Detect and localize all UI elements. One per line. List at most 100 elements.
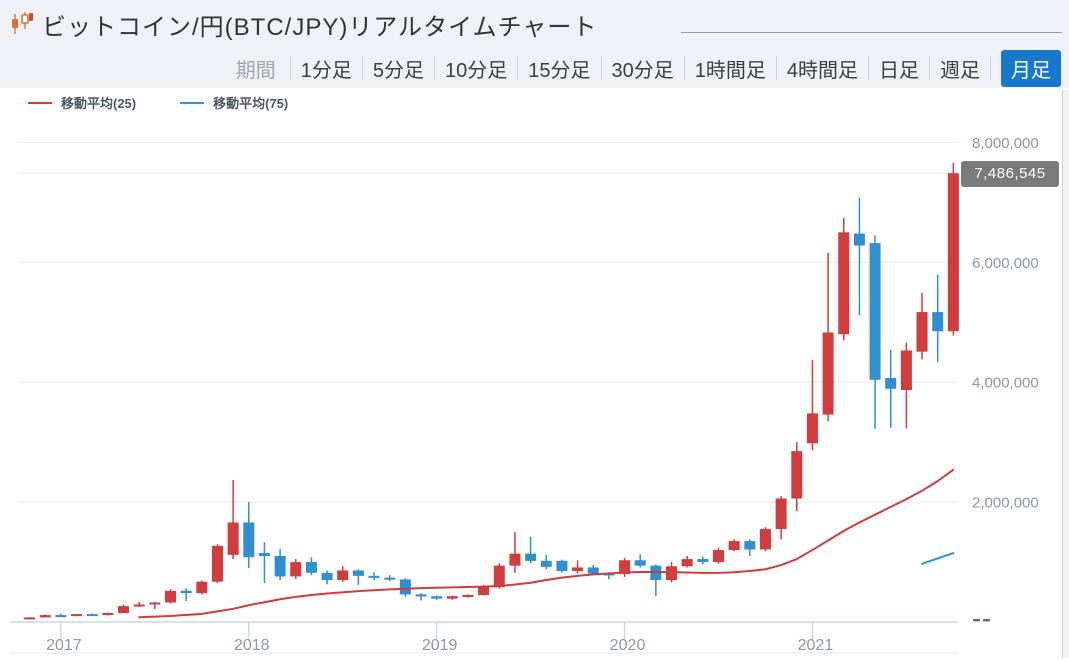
candle-2020-03[interactable] bbox=[650, 564, 662, 597]
candle-2021-09[interactable] bbox=[932, 274, 944, 363]
candle-2018-04[interactable] bbox=[290, 559, 302, 579]
candle-body bbox=[415, 594, 427, 597]
candle-body bbox=[211, 545, 223, 582]
candle-body bbox=[149, 602, 161, 605]
candle-2020-05[interactable] bbox=[681, 556, 693, 568]
candle-2020-08[interactable] bbox=[728, 539, 740, 552]
candle-2017-12[interactable] bbox=[227, 479, 239, 560]
candle-2021-06[interactable] bbox=[885, 349, 897, 428]
candle-2018-09[interactable] bbox=[368, 572, 380, 581]
period-option-7[interactable]: 日足 bbox=[879, 59, 919, 82]
candle-2020-02[interactable] bbox=[634, 554, 646, 568]
candle-body bbox=[697, 559, 709, 563]
candle-2019-10[interactable] bbox=[572, 560, 584, 574]
period-option-8[interactable]: 週足 bbox=[940, 59, 980, 82]
candle-2020-12[interactable] bbox=[791, 442, 803, 512]
candle-2016-11[interactable] bbox=[24, 617, 36, 620]
candle-2019-07[interactable] bbox=[525, 536, 537, 564]
candle-body bbox=[227, 522, 239, 555]
period-separator bbox=[289, 56, 291, 80]
scrollbar-track[interactable] bbox=[1062, 90, 1069, 658]
period-option-0[interactable]: 1分足 bbox=[300, 59, 352, 82]
candle-2016-12[interactable] bbox=[39, 614, 51, 618]
candle-2020-07[interactable] bbox=[712, 547, 724, 564]
period-separator bbox=[517, 56, 519, 80]
candle-body bbox=[900, 350, 912, 390]
candle-2019-09[interactable] bbox=[556, 559, 568, 573]
y-axis-label-6m: 6,000,000 bbox=[972, 255, 1039, 272]
period-option-9[interactable]: 月足 bbox=[1001, 49, 1061, 87]
period-option-3[interactable]: 15分足 bbox=[528, 59, 591, 82]
candlestick-chart[interactable]: 8,000,000 6,000,000 4,000,000 2,000,000 2017… bbox=[0, 88, 1069, 658]
candle-2021-08[interactable] bbox=[916, 292, 928, 360]
candle-2018-03[interactable] bbox=[274, 548, 286, 581]
ma75-legend-swatch bbox=[180, 101, 205, 104]
candle-2017-09[interactable] bbox=[180, 588, 192, 602]
candle-body bbox=[337, 570, 349, 581]
candle-body bbox=[619, 560, 631, 575]
candle-2018-12[interactable] bbox=[415, 593, 427, 601]
candle-2017-07[interactable] bbox=[149, 601, 161, 610]
candle-2018-11[interactable] bbox=[399, 578, 411, 597]
year-label-2017: 2017 bbox=[46, 637, 82, 654]
period-option-6[interactable]: 4時間足 bbox=[786, 59, 858, 82]
year-label-2019: 2019 bbox=[422, 637, 458, 654]
candle-body bbox=[744, 541, 756, 550]
candle-2018-07[interactable] bbox=[337, 566, 349, 582]
candle-2019-01[interactable] bbox=[431, 595, 443, 600]
candle-2019-05[interactable] bbox=[493, 563, 505, 589]
candle-2017-10[interactable] bbox=[196, 580, 208, 595]
candle-2019-08[interactable] bbox=[540, 554, 552, 570]
period-separator bbox=[361, 56, 363, 80]
page-title: ビットコイン/円(BTC/JPY)リアルタイムチャート bbox=[42, 13, 598, 41]
candle-2018-10[interactable] bbox=[384, 575, 396, 582]
candle-body bbox=[24, 617, 36, 620]
candle-2021-04[interactable] bbox=[853, 197, 865, 316]
period-option-5[interactable]: 1時間足 bbox=[694, 59, 766, 82]
y-zero-tick-mark-0 bbox=[973, 619, 980, 622]
candle-2019-03[interactable] bbox=[462, 594, 474, 598]
candle-2020-11[interactable] bbox=[775, 496, 787, 540]
period-separator bbox=[600, 56, 602, 80]
period-option-1[interactable]: 5分足 bbox=[372, 59, 424, 82]
candle-body bbox=[305, 562, 317, 573]
candle-body bbox=[587, 567, 599, 574]
candle-2020-01[interactable] bbox=[619, 557, 631, 578]
candle-2021-02[interactable] bbox=[822, 252, 834, 422]
candle-body bbox=[947, 173, 959, 332]
candle-2017-01[interactable] bbox=[55, 613, 67, 618]
candle-body bbox=[368, 575, 380, 578]
candle-2021-03[interactable] bbox=[838, 217, 850, 341]
candle-body bbox=[822, 332, 834, 415]
candle-2018-08[interactable] bbox=[352, 569, 364, 585]
candle-body bbox=[728, 541, 740, 551]
candle-2017-02[interactable] bbox=[71, 613, 83, 617]
period-option-2[interactable]: 10分足 bbox=[445, 59, 508, 82]
candle-2017-04[interactable] bbox=[102, 612, 114, 616]
candle-2017-06[interactable] bbox=[133, 601, 145, 608]
period-option-4[interactable]: 30分足 bbox=[611, 59, 674, 82]
candle-2018-06[interactable] bbox=[321, 570, 333, 585]
candle-2020-09[interactable] bbox=[744, 539, 756, 557]
candle-2019-06[interactable] bbox=[509, 532, 521, 573]
candle-2018-01[interactable] bbox=[243, 502, 255, 569]
candle-2017-11[interactable] bbox=[211, 544, 223, 584]
candle-2018-02[interactable] bbox=[258, 542, 270, 584]
candle-2017-05[interactable] bbox=[118, 604, 130, 614]
candle-2020-06[interactable] bbox=[697, 556, 709, 565]
candle-2017-03[interactable] bbox=[86, 613, 98, 617]
candle-body bbox=[446, 596, 458, 599]
candle-body bbox=[290, 562, 302, 577]
period-separator bbox=[929, 56, 930, 80]
candle-2021-05[interactable] bbox=[869, 235, 881, 429]
candle-2017-08[interactable] bbox=[164, 589, 176, 604]
candle-body bbox=[525, 553, 537, 561]
candle-2021-07[interactable] bbox=[900, 342, 912, 429]
candle-body bbox=[806, 413, 818, 444]
candle-body bbox=[556, 560, 568, 572]
candle-2020-10[interactable] bbox=[759, 527, 771, 552]
candle-2021-01[interactable] bbox=[806, 360, 818, 451]
candle-2018-05[interactable] bbox=[305, 557, 317, 576]
candle-2021-10[interactable] bbox=[947, 162, 959, 336]
candle-2019-02[interactable] bbox=[446, 595, 458, 600]
